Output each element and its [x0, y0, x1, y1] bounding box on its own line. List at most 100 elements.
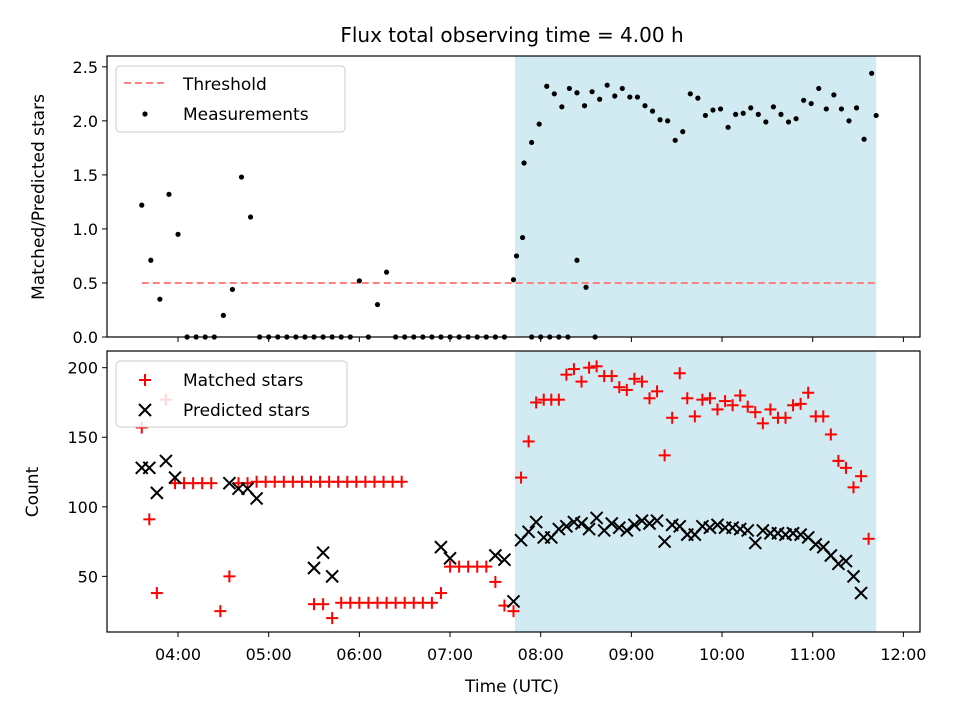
predicted-stars-point	[620, 523, 634, 538]
matched-stars-point	[779, 411, 792, 424]
matched-stars-point	[855, 470, 868, 483]
predicted-stars-point	[589, 511, 604, 525]
bottom-y-tick-label: 200	[67, 359, 98, 378]
matched-stars-point	[703, 392, 716, 405]
matched-stars-point	[839, 461, 852, 474]
legend-matched-stars-label: Matched stars	[183, 371, 303, 391]
measurements-point	[823, 106, 829, 112]
matched-stars-point	[507, 605, 520, 618]
predicted-stars-point	[635, 514, 649, 528]
predicted-stars-point	[222, 476, 237, 490]
top-legend: Threshold Measurements	[115, 65, 346, 133]
bottom-shaded-interval	[515, 351, 877, 632]
matched-stars-point	[214, 605, 227, 618]
matched-stars-point	[620, 383, 633, 396]
measurements-point	[861, 136, 867, 142]
bottom-legend-box	[115, 360, 348, 428]
predicted-stars-point	[574, 516, 589, 531]
bottom-y-tick-label: 50	[78, 567, 98, 586]
predicted-stars-point	[325, 569, 339, 584]
matched-stars-point	[628, 372, 641, 385]
measurements-point	[589, 89, 595, 95]
measurements-point	[604, 82, 610, 88]
legend-measurements-label: Measurements	[183, 105, 309, 125]
matched-stars-point	[530, 396, 543, 409]
measurements-point	[733, 111, 739, 117]
matched-stars-point	[658, 449, 671, 462]
bottom-legend: Matched stars Predicted stars	[115, 360, 348, 428]
measurements-point	[513, 253, 520, 259]
top-legend-box	[115, 65, 346, 133]
measurements-point	[220, 312, 226, 318]
predicted-stars-point	[612, 520, 626, 535]
matched-stars-point	[583, 361, 596, 374]
matched-stars-point	[832, 454, 845, 467]
predicted-stars-point	[249, 491, 264, 506]
measurements-point	[873, 112, 879, 119]
matched-stars-legend-swatch	[139, 374, 151, 386]
measurements-point	[710, 107, 716, 113]
measurements-point	[725, 124, 731, 130]
measurements-point	[642, 103, 648, 109]
measurements-point	[510, 277, 517, 283]
measurements-point	[581, 103, 588, 109]
x-tick-label: 11:00	[790, 645, 836, 664]
predicted-stars-point	[529, 515, 543, 529]
matched-stars-point	[787, 399, 800, 412]
measurements-point	[559, 104, 565, 110]
measurements-point	[702, 112, 709, 119]
measurements-point	[680, 129, 686, 135]
measurements-point	[574, 90, 580, 96]
matched-stars-point	[847, 481, 860, 494]
predicted-stars-point	[657, 534, 672, 549]
predicted-stars-point	[521, 525, 536, 539]
measurements-point	[612, 93, 618, 99]
predicted-stars-point	[159, 454, 173, 468]
top-panel: 0.0 0.5 1.0 1.5 2.0 2.5 Matched/Predicted sta…	[29, 55, 921, 347]
matched-stars-point	[434, 587, 447, 600]
measurements-point	[649, 108, 656, 114]
matched-stars-point	[734, 389, 747, 402]
matched-stars-point	[824, 428, 837, 441]
measurements-point	[869, 70, 875, 76]
measurements-point	[383, 269, 390, 275]
matched-stars-point	[719, 395, 732, 408]
measurements-point	[831, 92, 837, 98]
matched-stars-point	[764, 403, 777, 416]
predicted-stars-point	[488, 548, 503, 563]
top-y-tick-label: 1.0	[73, 220, 98, 239]
measurements-point	[148, 257, 154, 263]
measurements-point	[519, 234, 526, 241]
measurements-point	[175, 231, 181, 237]
measurements-point	[229, 286, 236, 293]
matched-stars-point	[560, 368, 573, 381]
matched-stars-point	[605, 370, 618, 383]
predicted-stars-point	[552, 522, 566, 536]
matched-stars-point	[480, 560, 493, 573]
predicted-stars-point	[846, 569, 861, 584]
measurements-point	[838, 106, 845, 112]
predicted-stars-point	[756, 523, 770, 538]
x-tick-label: 05:00	[246, 645, 292, 664]
bottom-y-tick-label: 100	[67, 498, 98, 517]
matched-stars-point	[567, 363, 580, 376]
predicted-stars-legend-swatch	[138, 403, 152, 417]
measurements-point	[846, 118, 852, 124]
predicted-stars-point	[627, 518, 642, 532]
bottom-y-tick-label: 150	[67, 428, 98, 447]
measurements-point	[521, 160, 527, 166]
predicted-stars-point	[142, 461, 157, 475]
matched-stars-point	[681, 392, 694, 405]
matched-stars-point	[489, 575, 502, 588]
predicted-stars-point	[642, 516, 657, 531]
matched-stars-point	[515, 471, 528, 484]
measurements-point	[536, 121, 542, 127]
x-tick-label: 07:00	[427, 645, 473, 664]
predicted-stars-point	[854, 586, 868, 600]
measurements-point	[687, 91, 693, 97]
bottom-panel: 04:00 05:00 06:00 07:00 08:00 09:00 10:00 11:00…	[23, 350, 926, 664]
top-y-tick-label: 0.0	[73, 328, 98, 347]
predicted-stars-point	[497, 552, 512, 567]
matched-stars-point	[794, 397, 807, 410]
predicted-stars-point	[741, 523, 755, 538]
